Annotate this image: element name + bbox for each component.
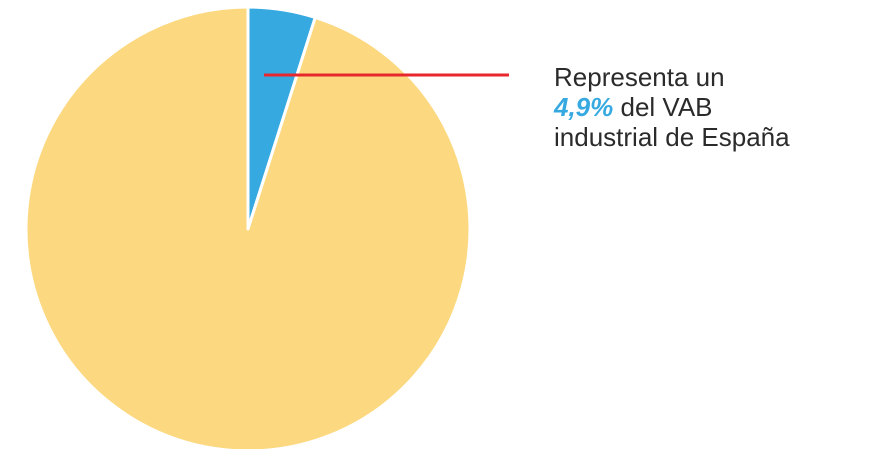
pie-slices <box>24 5 472 449</box>
annotation-line-1: Representa un <box>554 62 725 92</box>
pie-slice-1 <box>24 5 472 449</box>
annotation-line-2-rest: del VAB <box>613 92 713 122</box>
annotation-line-2: 4,9% del VAB <box>554 92 864 122</box>
highlight-percentage: 4,9% <box>554 92 614 122</box>
annotation-line-3: industrial de España <box>554 122 790 152</box>
annotation-text: Representa un 4,9% del VAB industrial de… <box>554 62 864 152</box>
